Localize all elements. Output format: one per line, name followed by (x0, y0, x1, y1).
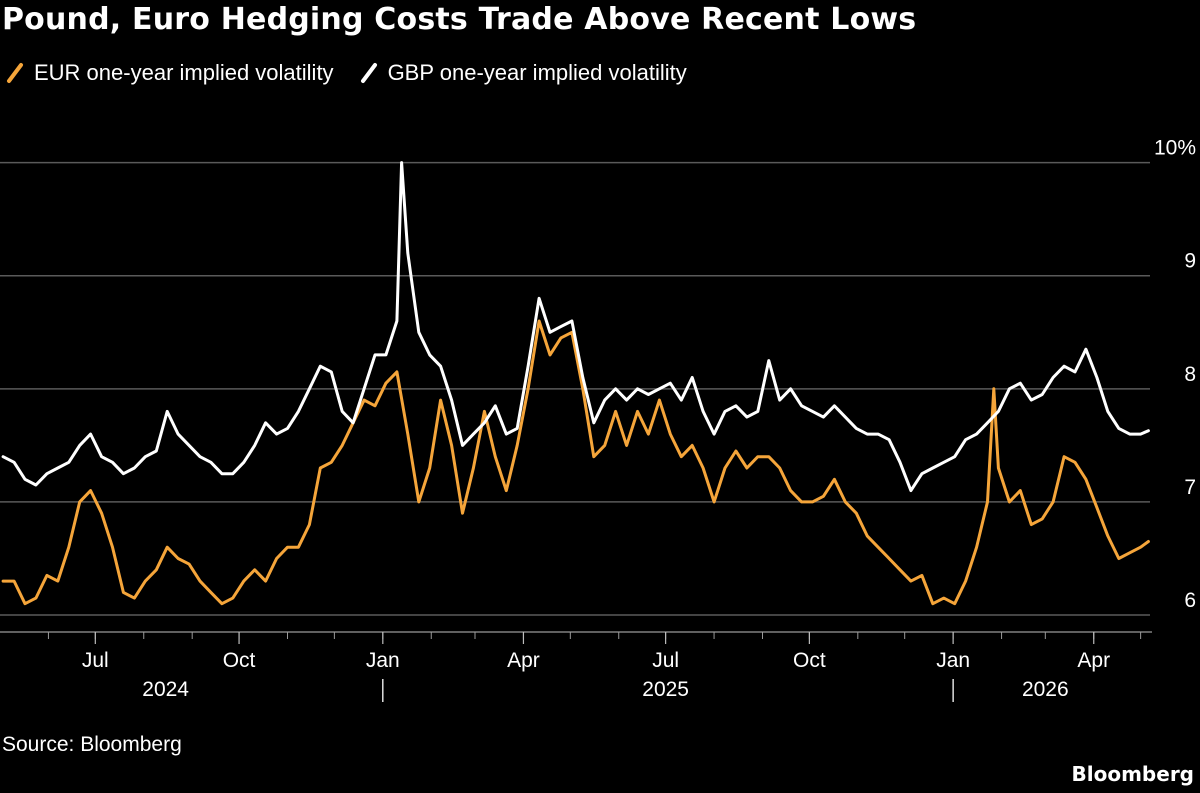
x-year-label-2024: 2024 (142, 678, 189, 701)
x-tick-label: Apr (1077, 649, 1110, 672)
x-tick-label: Oct (223, 649, 256, 672)
x-tick-label: Jan (366, 649, 400, 672)
legend: EUR one-year implied volatility GBP one-… (6, 60, 687, 86)
x-year-label-2025: 2025 (642, 678, 689, 701)
y-tick-label-9: 9 (1184, 250, 1196, 273)
series-line-gbp (1, 161, 1150, 493)
x-tick-label: Oct (793, 649, 826, 672)
x-tick-label: Jul (652, 649, 679, 672)
legend-item-eur: EUR one-year implied volatility (6, 60, 334, 86)
legend-label-eur: EUR one-year implied volatility (34, 60, 334, 85)
x-tick-label: Apr (507, 649, 540, 672)
x-year-label-2026: 2026 (1022, 678, 1069, 701)
x-tick-label: Jan (936, 649, 970, 672)
legend-label-gbp: GBP one-year implied volatility (387, 60, 687, 85)
y-tick-label-8: 8 (1184, 363, 1196, 386)
y-tick-label-10: 10% (1154, 137, 1196, 160)
legend-swatch-eur (7, 63, 23, 83)
legend-item-gbp: GBP one-year implied volatility (360, 60, 687, 86)
y-axis: 6 7 8 9 10% (1154, 137, 1196, 612)
source-note: Source: Bloomberg (2, 733, 182, 756)
chart-title: Pound, Euro Hedging Costs Trade Above Re… (2, 2, 917, 37)
series-lines (1, 161, 1150, 606)
legend-swatch-gbp (360, 63, 377, 83)
series-line-eur (1, 319, 1150, 606)
y-tick-label-7: 7 (1184, 476, 1196, 499)
x-axis: Jul Oct Jan Apr Jul Oct Jan Apr 2024 2025 2026 (0, 631, 1152, 702)
x-tick-label: Jul (82, 649, 109, 672)
bloomberg-logo: Bloomberg (1071, 762, 1194, 786)
gridlines (0, 161, 1150, 616)
y-tick-label-6: 6 (1184, 589, 1196, 612)
